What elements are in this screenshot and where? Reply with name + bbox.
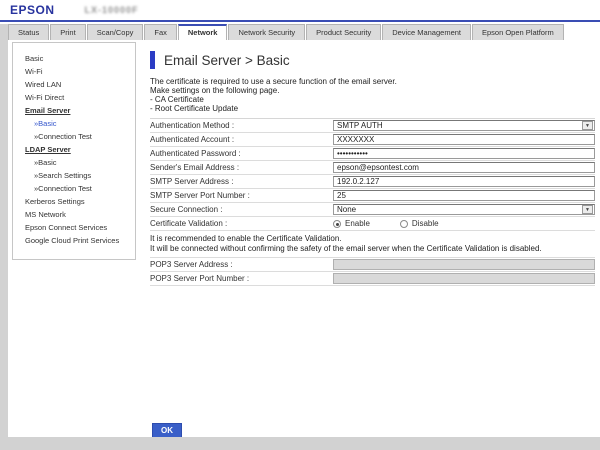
ok-button[interactable]: OK [152, 423, 182, 438]
secure-connection-select[interactable]: None ▼ [333, 204, 595, 215]
sidebar-item-wired-lan[interactable]: Wired LAN [25, 80, 62, 89]
sidebar-menu: Basic Wi-Fi Wired LAN Wi-Fi Direct Email… [12, 42, 136, 260]
secure-connection-value: None [337, 205, 357, 214]
sidebar-item-email-server-basic[interactable]: »Basic [34, 119, 57, 128]
form-row-sender-email: Sender's Email Address : [150, 161, 595, 175]
smtp-server-port-input[interactable] [333, 190, 595, 201]
left-gray-strip [0, 24, 8, 437]
intro-text: The certificate is required to use a sec… [150, 77, 595, 113]
epson-logo: EPSON [10, 3, 55, 17]
tab-network[interactable]: Network [177, 24, 228, 40]
email-server-form: Authentication Method : SMTP AUTH ▼ Auth… [150, 118, 595, 286]
smtp-server-port-label: SMTP Server Port Number : [150, 191, 250, 200]
tab-product-security[interactable]: Product Security [306, 24, 382, 40]
disable-radio-label: Disable [411, 219, 439, 228]
note-line: It is recommended to enable the Certific… [150, 234, 342, 243]
printer-model-name: LX-10000F [84, 5, 139, 15]
main-content: Email Server > Basic The certificate is … [150, 40, 600, 438]
tab-scan-copy[interactable]: Scan/Copy [86, 24, 144, 40]
pop3-server-port-input [333, 273, 595, 284]
sidebar-item-ldap-connection-test[interactable]: »Connection Test [34, 184, 92, 193]
title-accent-bar [150, 51, 155, 69]
body: Basic Wi-Fi Wired LAN Wi-Fi Direct Email… [0, 40, 600, 438]
smtp-server-address-input[interactable] [333, 176, 595, 187]
form-row-authenticated-account: Authenticated Account : [150, 133, 595, 147]
authentication-method-select[interactable]: SMTP AUTH ▼ [333, 120, 595, 131]
secure-connection-label: Secure Connection : [150, 205, 223, 214]
form-row-pop3-server-port: POP3 Server Port Number : [150, 272, 595, 286]
authentication-method-value: SMTP AUTH [337, 121, 383, 130]
disable-radio[interactable] [399, 219, 408, 228]
header: EPSON LX-10000F [0, 0, 600, 22]
tab-fax[interactable]: Fax [144, 24, 177, 40]
bottom-gray-strip [0, 437, 600, 450]
page-title: Email Server > Basic [164, 52, 290, 68]
tab-status[interactable]: Status [8, 24, 50, 40]
sidebar-item-basic[interactable]: Basic [25, 54, 44, 63]
authentication-method-label: Authentication Method : [150, 121, 235, 130]
intro-line: Make settings on the following page. [150, 86, 280, 95]
authenticated-account-input[interactable] [333, 134, 595, 145]
disable-radio-option[interactable]: Disable [399, 219, 439, 228]
enable-radio[interactable] [333, 219, 341, 228]
sidebar-item-email-server-connection-test[interactable]: »Connection Test [34, 132, 92, 141]
enable-radio-option[interactable]: Enable [333, 219, 370, 228]
sidebar-group-email-server[interactable]: Email Server [25, 106, 71, 115]
sender-email-label: Sender's Email Address : [150, 163, 240, 172]
sidebar-item-kerberos-settings[interactable]: Kerberos Settings [25, 197, 85, 206]
tab-device-management[interactable]: Device Management [382, 24, 471, 40]
tab-epson-open-platform[interactable]: Epson Open Platform [472, 24, 564, 40]
pop3-server-address-label: POP3 Server Address : [150, 260, 233, 269]
intro-line: The certificate is required to use a sec… [150, 77, 397, 86]
authenticated-account-label: Authenticated Account : [150, 135, 235, 144]
smtp-server-address-label: SMTP Server Address : [150, 177, 234, 186]
certificate-validation-radio-group: Enable Disable [333, 219, 439, 228]
form-row-smtp-server-port: SMTP Server Port Number : [150, 189, 595, 203]
tab-network-security[interactable]: Network Security [228, 24, 306, 40]
form-row-smtp-server-address: SMTP Server Address : [150, 175, 595, 189]
form-row-certificate-validation: Certificate Validation : Enable Disable [150, 217, 595, 231]
intro-line: - CA Certificate [150, 95, 204, 104]
certificate-validation-note: It is recommended to enable the Certific… [150, 231, 595, 258]
sidebar-item-ms-network[interactable]: MS Network [25, 210, 66, 219]
authenticated-password-input[interactable] [333, 148, 595, 159]
form-row-authenticated-password: Authenticated Password : [150, 147, 595, 161]
sidebar-group-ldap-server[interactable]: LDAP Server [25, 145, 71, 154]
tab-print[interactable]: Print [50, 24, 86, 40]
sidebar-item-google-cloud-print-services[interactable]: Google Cloud Print Services [25, 236, 120, 245]
tab-bar: Status Print Scan/Copy Fax Network Netwo… [0, 23, 600, 40]
sender-email-input[interactable] [333, 162, 595, 173]
note-line: It will be connected without confirming … [150, 243, 542, 253]
form-row-pop3-server-address: POP3 Server Address : [150, 258, 595, 272]
chevron-down-icon[interactable]: ▼ [582, 205, 593, 214]
sidebar-item-ldap-basic[interactable]: »Basic [34, 158, 57, 167]
enable-radio-label: Enable [345, 219, 370, 228]
chevron-down-icon[interactable]: ▼ [582, 121, 593, 130]
sidebar-item-ldap-search-settings[interactable]: »Search Settings [34, 171, 92, 180]
authenticated-password-label: Authenticated Password : [150, 149, 241, 158]
form-row-secure-connection: Secure Connection : None ▼ [150, 203, 595, 217]
page-title-row: Email Server > Basic [150, 51, 595, 69]
form-row-authentication-method: Authentication Method : SMTP AUTH ▼ [150, 119, 595, 133]
sidebar-item-epson-connect-services[interactable]: Epson Connect Services [25, 223, 108, 232]
sidebar-item-wifi[interactable]: Wi-Fi [25, 67, 43, 76]
certificate-validation-label: Certificate Validation : [150, 219, 228, 228]
intro-line: - Root Certificate Update [150, 104, 239, 113]
sidebar-item-wifi-direct[interactable]: Wi-Fi Direct [25, 93, 65, 102]
pop3-server-port-label: POP3 Server Port Number : [150, 274, 250, 283]
pop3-server-address-input [333, 259, 595, 270]
